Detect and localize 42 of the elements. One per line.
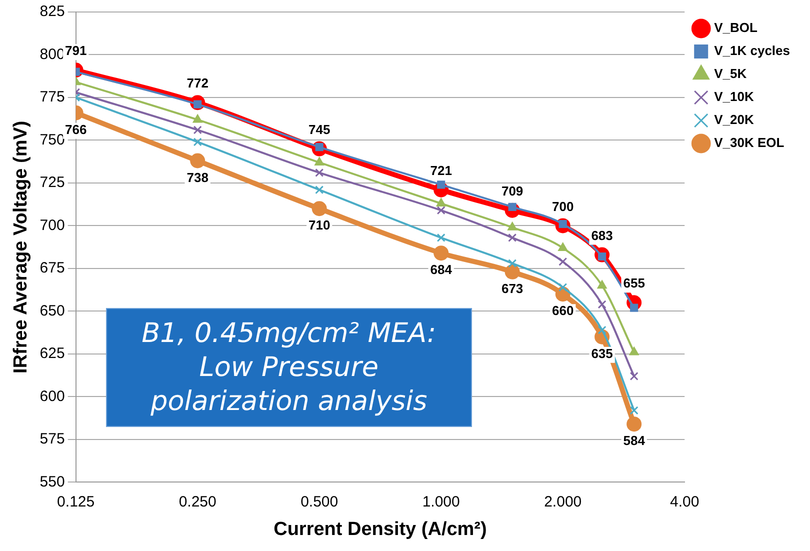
y-tick-label: 675 xyxy=(40,260,65,277)
data-label: 673 xyxy=(501,280,524,296)
data-label: 683 xyxy=(591,228,613,243)
legend-label: V_20K xyxy=(714,112,754,128)
data-label: 738 xyxy=(186,170,208,185)
annotation: B1, 0.45mg/cm² MEA: Low Pressure polarization analysis xyxy=(106,308,472,428)
data-label: 700 xyxy=(552,198,574,214)
data-label: 721 xyxy=(430,162,452,178)
data-label: 660 xyxy=(552,303,574,318)
y-tick-label: 700 xyxy=(40,216,65,234)
x-tick-label: 2.000 xyxy=(544,493,582,510)
x-tick-label: 1.000 xyxy=(422,493,460,510)
legend-label: V_1K cycles xyxy=(714,43,790,58)
y-tick-label: 725 xyxy=(40,174,65,192)
x-tick-label: 4.00 xyxy=(670,493,700,510)
data-label: 745 xyxy=(308,122,330,137)
x-axis-title: Current Density (A/cm²) xyxy=(274,518,487,540)
data-label: 772 xyxy=(186,76,208,91)
data-label: 766 xyxy=(64,122,87,137)
data-label: 791 xyxy=(64,43,87,58)
data-label: 709 xyxy=(501,183,524,198)
x-tick-label: 0.500 xyxy=(300,493,338,510)
legend-label: V_10K xyxy=(714,89,754,104)
y-axis-title: IRfree Average Voltage (mV) xyxy=(10,120,32,374)
data-label: 684 xyxy=(430,262,453,278)
y-tick-label: 825 xyxy=(40,3,65,20)
y-tick-label: 600 xyxy=(40,388,65,405)
y-tick-label: 750 xyxy=(40,131,65,148)
data-label: 635 xyxy=(591,346,613,361)
y-tick-label: 625 xyxy=(40,345,65,362)
y-tick-label: 775 xyxy=(40,88,65,106)
data-label: 584 xyxy=(623,433,646,448)
y-tick-label: 550 xyxy=(40,473,65,490)
legend-label: V_30K EOL xyxy=(714,135,784,150)
legend-label: V_5K xyxy=(714,66,748,82)
y-tick-label: 650 xyxy=(40,302,65,320)
x-tick-label: 0.250 xyxy=(178,493,216,510)
data-label: 655 xyxy=(623,276,645,291)
x-tick-label: 0.125 xyxy=(57,493,95,510)
y-tick-label: 575 xyxy=(40,430,65,448)
data-label: 710 xyxy=(308,218,330,233)
legend-label: V_BOL xyxy=(714,20,758,36)
